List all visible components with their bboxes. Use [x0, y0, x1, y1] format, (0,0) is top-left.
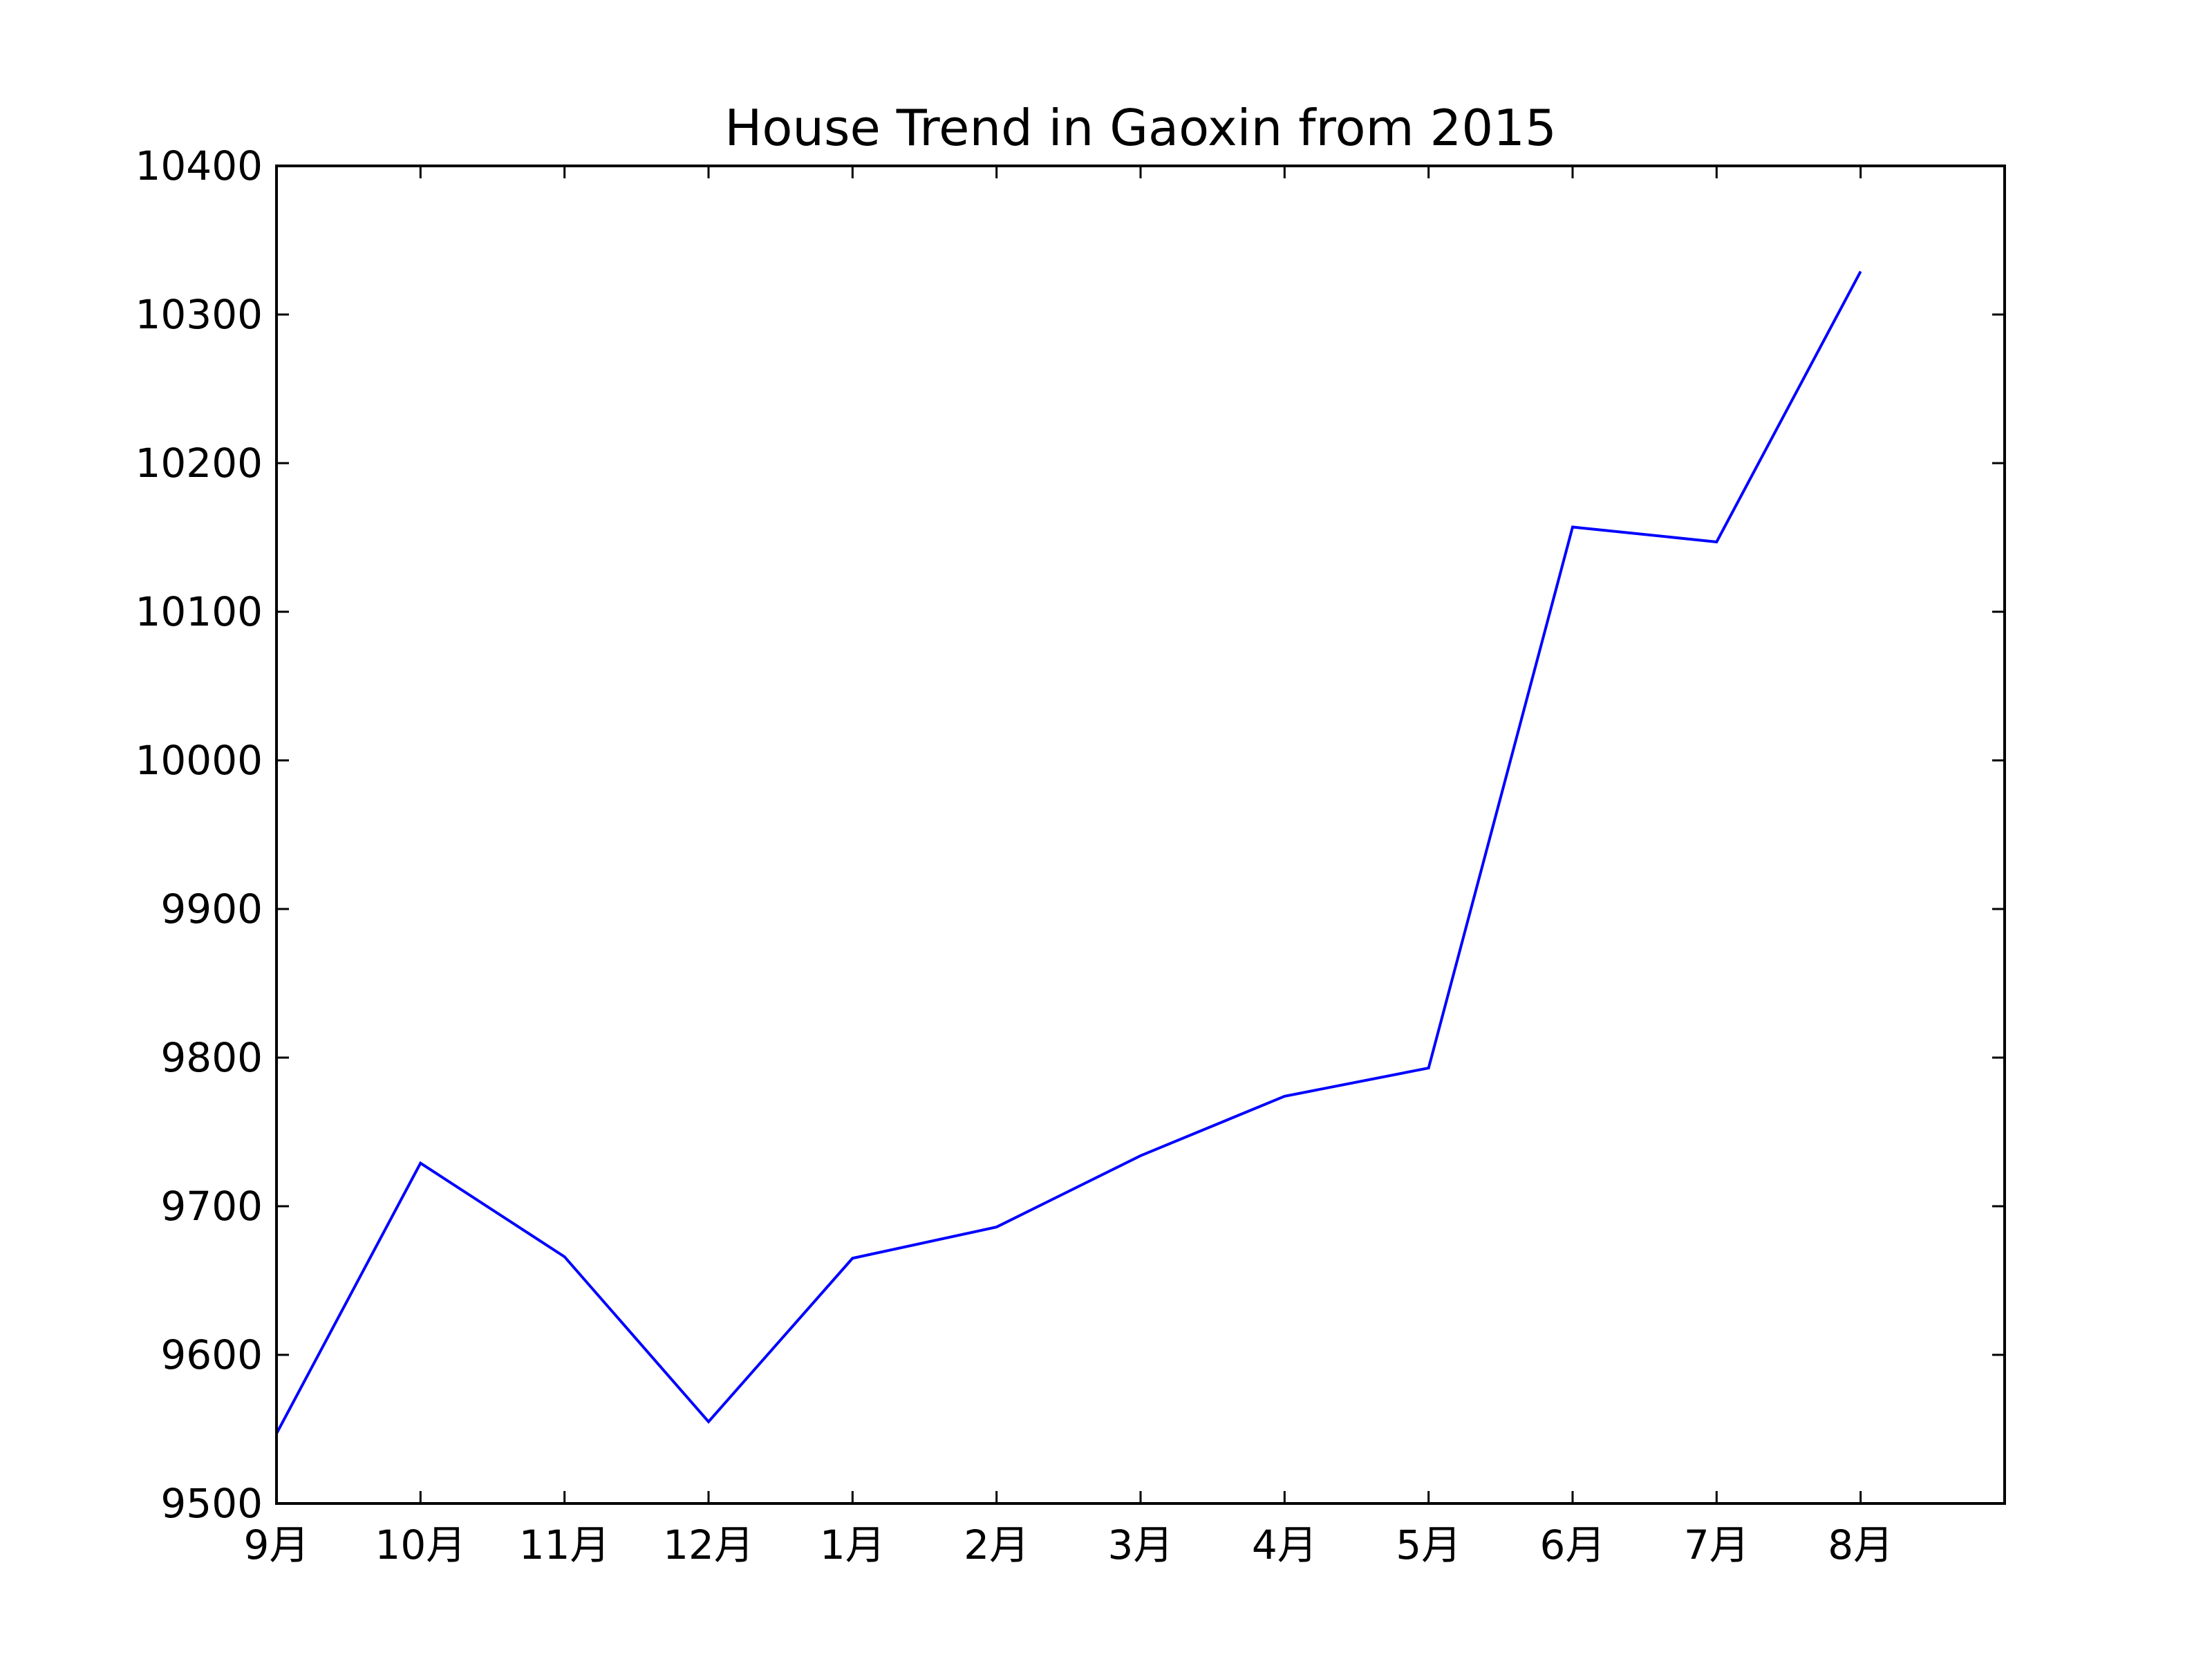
x-tick-label: 5月	[1396, 1521, 1461, 1568]
x-tick-label: 4月	[1252, 1521, 1318, 1568]
x-tick-label: 11月	[519, 1521, 610, 1568]
plot-frame	[275, 165, 2006, 1505]
x-tick-label: 10月	[375, 1521, 466, 1568]
y-tick-label: 9700	[160, 1183, 263, 1230]
y-tick-label: 9600	[160, 1331, 263, 1378]
y-tick-label: 10000	[135, 737, 263, 784]
y-tick-labels: 9500 9600 9700 9800 9900 10000 10100 10200 10300…	[135, 142, 263, 1527]
series-line	[275, 270, 1862, 1434]
x-tick-labels: 9月 10月 11月 12月 1月 2月 3月 4月 5月 6月 7月 8月	[244, 1521, 1894, 1568]
y-tick-label: 10400	[135, 142, 263, 189]
x-tick-label: 9月	[244, 1521, 310, 1568]
y-tick-label: 10100	[135, 588, 263, 635]
y-tick-label: 9800	[160, 1034, 263, 1081]
x-tick-label: 8月	[1828, 1521, 1893, 1568]
series-group	[275, 270, 1862, 1434]
y-tick-label: 10200	[135, 440, 263, 487]
chart-title: House Trend in Gaoxin from 2015	[724, 99, 1557, 157]
y-tick-label: 9900	[160, 885, 263, 932]
y-tick-label: 9500	[160, 1480, 263, 1527]
x-tick-label: 3月	[1108, 1521, 1174, 1568]
x-tick-label: 1月	[820, 1521, 885, 1568]
x-tick-label: 12月	[663, 1521, 754, 1568]
x-tick-label: 7月	[1684, 1521, 1750, 1568]
x-tick-label: 6月	[1540, 1521, 1606, 1568]
x-tick-label: 2月	[964, 1521, 1029, 1568]
y-tick-label: 10300	[135, 291, 263, 338]
